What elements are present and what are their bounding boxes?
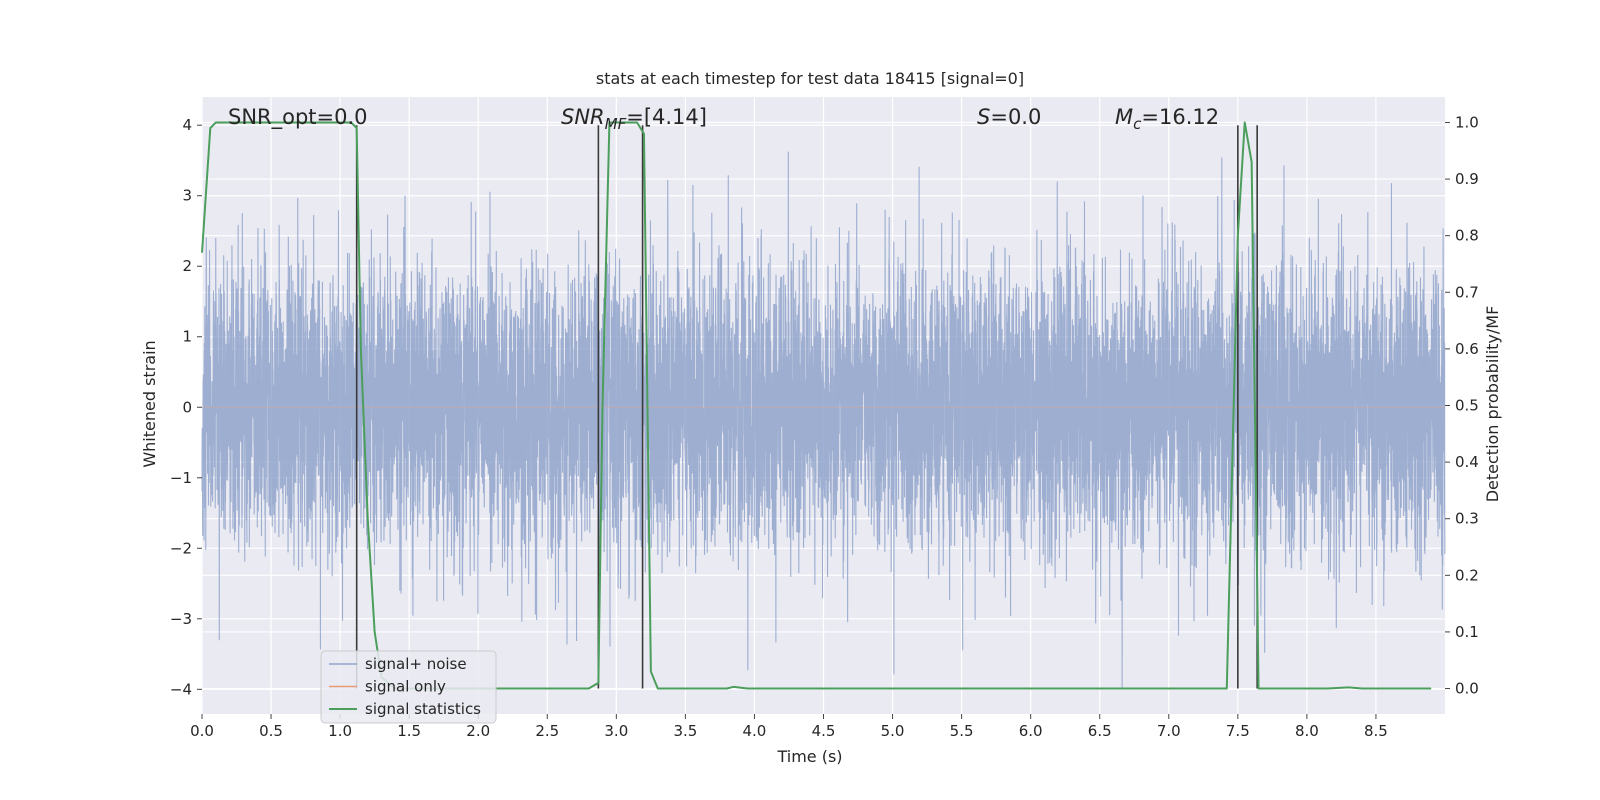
chart-title: stats at each timestep for test data 184…: [596, 69, 1024, 88]
x-tick-label: 6.0: [1019, 722, 1043, 740]
legend-label: signal only: [365, 678, 446, 696]
signal-statistics-line: [201, 121, 1432, 690]
x-tick-label: 8.5: [1364, 722, 1388, 740]
y-tick-label-left: 2: [182, 257, 192, 275]
x-tick-label: 1.5: [397, 722, 421, 740]
annotation-mc: Mc=16.12: [1115, 105, 1219, 133]
y-tick-label-left: −3: [170, 610, 192, 628]
y-tick-label-left: 0: [182, 398, 192, 416]
annotation-snr-mf: SNRMF=[4.14]: [561, 105, 707, 133]
y-tick-label-right: 0.7: [1455, 283, 1479, 301]
annotation-snr-opt: SNR_opt=0.0: [228, 105, 368, 130]
y-tick-label-right: 0.2: [1455, 566, 1479, 584]
x-tick-label: 3.5: [673, 722, 697, 740]
legend: signal+ noise signal only signal statistic…: [320, 650, 497, 724]
x-tick-label: 8.0: [1295, 722, 1319, 740]
y-tick-label-left: −1: [170, 469, 192, 487]
y-tick-label-left: −2: [170, 539, 192, 557]
y-tick-label-left: −4: [170, 680, 192, 698]
x-axis-label: Time (s): [776, 747, 842, 766]
x-tick-label: 5.0: [881, 722, 905, 740]
x-tick-label: 1.0: [328, 722, 352, 740]
x-tick-label: 0.0: [190, 722, 214, 740]
x-tick-label: 7.0: [1157, 722, 1181, 740]
y-tick-label-right: 0.9: [1455, 170, 1479, 188]
legend-label: signal statistics: [365, 700, 481, 718]
annotations: SNR_opt=0.0 SNRMF=[4.14] S=0.0 Mc=16.12: [228, 105, 1219, 133]
x-tick-label: 6.5: [1088, 722, 1112, 740]
x-tick-label: 0.5: [259, 722, 283, 740]
legend-box: [320, 650, 497, 724]
y-tick-label-right: 0.6: [1455, 340, 1479, 358]
y-tick-label-right: 0.1: [1455, 623, 1479, 641]
x-tick-label: 5.5: [950, 722, 974, 740]
y-tick-label-right: 0.0: [1455, 680, 1479, 698]
axis-ticks: 0.0 0.5 1.0 1.5 2.0 2.5 3.0 3.5 4.0 4.5 5.0 5.5 6.0 6…: [170, 113, 1479, 740]
y-tick-label-right: 0.4: [1455, 453, 1479, 471]
series-signal-statistics: [201, 121, 1432, 690]
y-tick-label-right: 0.8: [1455, 227, 1479, 245]
y-tick-label-left: 3: [182, 187, 192, 205]
x-tick-label: 4.5: [812, 722, 836, 740]
y-tick-label-left: 4: [182, 116, 192, 134]
x-tick-label: 2.5: [535, 722, 559, 740]
y-axis-label-right: Detection probability/MF: [1483, 306, 1502, 503]
y-axis-label-left: Whitened strain: [140, 340, 159, 467]
y-tick-label-left: 1: [182, 328, 192, 346]
x-tick-label: 3.0: [604, 722, 628, 740]
y-tick-label-right: 0.5: [1455, 397, 1479, 415]
y-tick-label-right: 0.3: [1455, 510, 1479, 528]
x-tick-label: 2.0: [466, 722, 490, 740]
x-tick-label: 4.0: [743, 722, 767, 740]
vertical-lines: [355, 125, 1258, 689]
legend-label: signal+ noise: [365, 655, 467, 673]
y-tick-label-right: 1.0: [1455, 113, 1479, 131]
x-tick-label: 7.5: [1226, 722, 1250, 740]
annotation-s: S=0.0: [977, 105, 1041, 129]
